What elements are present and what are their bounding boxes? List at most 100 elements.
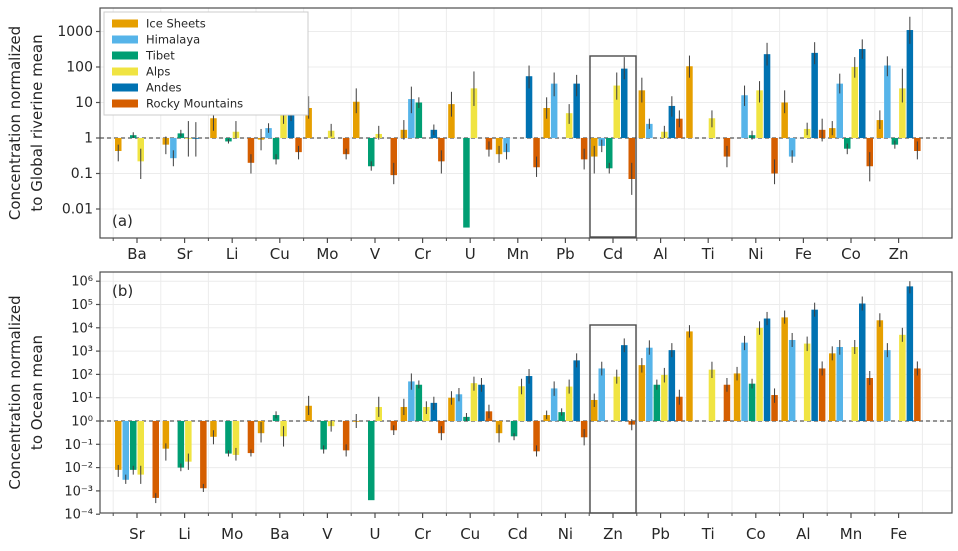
x-category-label-Cu: Cu [460,525,480,543]
bar-rocky-mountains-Mo [342,138,350,155]
bar-himalaya-Sr [122,421,129,480]
legend-label-andes: Andes [146,81,182,95]
bar-alps-Zn [899,88,906,138]
y-tick-label: 10⁶ [71,275,93,290]
bar-tibet-Sr [130,421,137,470]
bar-rocky-mountains-V [390,138,397,176]
bar-alps-Co [756,327,763,421]
bar-himalaya-Sr [170,138,177,159]
bar-himalaya-Fe [884,350,891,421]
bar-alps-Sr [137,421,144,475]
x-category-label-Fe: Fe [890,525,907,543]
bar-tibet-Li [177,421,185,468]
bar-himalaya-Zn [598,368,605,421]
bar-alps-Li [185,421,192,462]
y-axis-title-line1: Concentration normalized [6,26,24,220]
bar-ice-sheets-Pb [638,365,646,421]
bar-alps-Ti [708,118,716,138]
bar-himalaya-Pb [550,83,558,138]
x-category-label-Zn: Zn [889,245,909,263]
panel-tag: (b) [112,282,133,300]
x-category-label-Cd: Cd [603,245,623,263]
bar-andes-Cr [430,402,438,421]
panel-border [99,7,953,239]
bar-ice-sheets-Zn [591,399,598,421]
x-category-label-Mo: Mo [316,245,338,263]
bar-ice-sheets-Cu [448,397,455,421]
bar-ice-sheets-Fe [876,320,884,421]
bar-tibet-V [320,421,327,450]
panel-border [99,271,953,514]
bar-alps-Pb [565,113,573,138]
bar-ice-sheets-Al [638,90,646,138]
y-tick-label: 100 [66,60,93,76]
legend-label-rocky-mountains: Rocky Mountains [146,97,243,111]
bar-andes-Fe [906,286,914,421]
bar-alps-Ni [565,386,573,421]
bar-rocky-mountains-Ti [723,384,731,421]
bar-rocky-mountains-Mn [866,378,873,421]
y-tick-label: 10³ [71,345,93,360]
y-tick-label: 10 [75,95,93,111]
x-category-label-Mn: Mn [840,525,862,543]
bar-ice-sheets-Fe [781,102,788,138]
bar-alps-Cd [518,386,525,421]
y-tick-label: 10⁴ [71,321,93,336]
bar-himalaya-Al [788,339,796,421]
bar-alps-Zn [613,376,620,421]
bar-andes-Cd [621,68,628,138]
x-category-label-Pb: Pb [556,245,575,263]
x-category-label-Co: Co [841,245,861,263]
x-category-label-Sr: Sr [177,245,194,263]
bar-andes-Co [763,318,771,421]
y-tick-label: 10⁻⁴ [64,508,93,523]
bar-rocky-mountains-Pb [676,396,683,421]
bar-rocky-mountains-Mn [533,138,540,168]
legend-label-tibet: Tibet [145,49,175,63]
bar-himalaya-Ni [741,95,748,138]
y-axis-title-line2: to Ocean mean [28,335,46,450]
y-tick-label: 1000 [57,24,93,40]
y-tick-label: 10⁻¹ [64,438,93,453]
y-tick-label: 10⁵ [71,298,93,313]
bar-rocky-mountains-Mo [247,421,255,454]
bar-himalaya-Pb [646,347,653,421]
bar-rocky-mountains-Co [771,395,778,421]
bar-andes-Pb [668,350,676,421]
x-category-label-U: U [465,245,476,263]
bar-andes-Fe [811,52,818,138]
x-category-label-V: V [322,525,333,543]
bar-himalaya-Cr [408,99,415,138]
bar-ice-sheets-Ti [686,331,693,421]
x-category-label-Ba: Ba [127,245,146,263]
bar-alps-Al [803,343,811,421]
bar-ice-sheets-V [353,101,360,138]
y-tick-label: 10¹ [71,391,93,406]
bar-andes-Cd [525,376,533,421]
bar-rocky-mountains-Cr [438,138,445,162]
bar-himalaya-Ni [550,388,558,421]
bar-himalaya-Al [646,123,653,138]
legend-label-alps: Alps [146,65,170,79]
bar-ice-sheets-Li [162,421,170,449]
x-category-label-Cd: Cd [508,525,528,543]
bar-rocky-mountains-Sr [152,421,159,498]
bar-andes-Ni [573,360,580,421]
highlight-box-Cd [589,55,637,238]
bar-andes-Zn [621,345,628,421]
bar-ice-sheets-Sr [115,421,122,470]
x-category-label-Cr: Cr [414,245,431,263]
bar-tibet-U [463,138,470,228]
bar-alps-Co [851,67,858,138]
bar-alps-Mo [232,421,240,455]
bar-tibet-Cd [606,138,613,169]
bar-alps-Cd [613,85,620,138]
x-category-label-V: V [370,245,381,263]
bar-andes-Al [811,309,818,421]
x-category-label-Li: Li [226,245,239,263]
y-tick-label: 0.1 [71,166,93,182]
y-axis-title-line2: to Global riverine mean [28,34,46,211]
x-category-label-Li: Li [178,525,191,543]
y-axis-title-line1: Concentration normalized [6,295,24,489]
bar-rocky-mountains-Al [818,368,826,421]
